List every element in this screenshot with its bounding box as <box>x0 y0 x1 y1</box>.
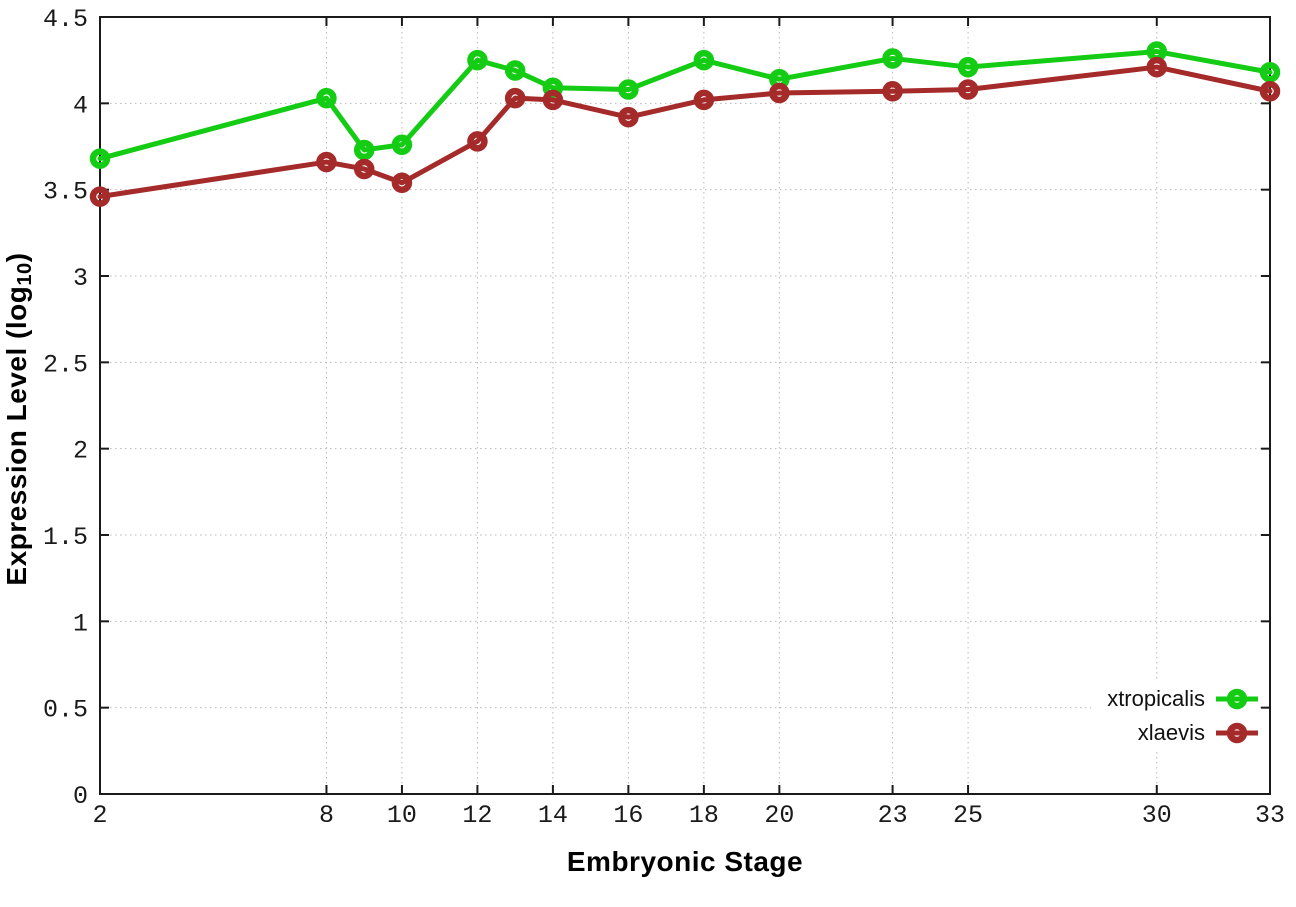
x-tick-label-30: 30 <box>1142 801 1172 830</box>
data-point-xtropicalis-16 <box>618 79 639 100</box>
data-point-xlaevis-12 <box>467 131 488 152</box>
x-tick-label-8: 8 <box>319 801 334 830</box>
x-tick-label-12: 12 <box>462 801 492 830</box>
legend-item-xtropicalis: xtropicalis <box>1107 683 1260 715</box>
data-point-xlaevis-13 <box>504 87 526 109</box>
data-point-xtropicalis-8 <box>316 87 337 109</box>
data-point-xtropicalis-25 <box>957 56 979 78</box>
y-axis-title: Expression Level (log10) <box>0 159 37 679</box>
y-tick-label-1.5: 1.5 <box>43 523 88 552</box>
data-point-xlaevis-8 <box>316 151 337 173</box>
data-point-xlaevis-30 <box>1146 56 1168 78</box>
data-point-xlaevis-9 <box>353 158 375 180</box>
data-point-xtropicalis-2 <box>89 148 111 169</box>
x-tick-label-10: 10 <box>387 801 417 830</box>
data-point-xlaevis-2 <box>89 186 111 207</box>
y-tick-label-0.5: 0.5 <box>43 696 88 725</box>
data-point-xtropicalis-13 <box>504 60 526 81</box>
data-point-xlaevis-23 <box>882 80 903 102</box>
x-tick-labels: 2 8 10 12 14 16 18 20 23 25 30 33 <box>92 801 1285 830</box>
data-point-xlaevis-20 <box>769 82 790 104</box>
data-point-xlaevis-10 <box>391 172 413 194</box>
x-axis-title: Embryonic Stage <box>566 846 804 877</box>
data-point-xlaevis-16 <box>618 106 639 128</box>
data-point-xtropicalis-9 <box>353 139 375 161</box>
data-point-xtropicalis-33 <box>1259 62 1281 83</box>
x-tick-label-33: 33 <box>1255 801 1285 830</box>
tick-marks <box>100 17 1270 794</box>
x-tick-label-25: 25 <box>953 801 983 830</box>
y-axis-title-subscript: 10 <box>14 262 37 286</box>
series-xlaevis <box>89 56 1281 207</box>
legend: xtropicalis xlaevis <box>1091 681 1260 751</box>
x-tick-label-20: 20 <box>764 801 794 830</box>
data-point-xtropicalis-10 <box>391 134 413 156</box>
data-point-xlaevis-33 <box>1259 80 1281 102</box>
legend-label-xlaevis: xlaevis <box>1137 720 1205 745</box>
x-tick-label-14: 14 <box>538 801 568 830</box>
series-xtropicalis <box>89 41 1281 169</box>
data-point-xlaevis-25 <box>957 79 979 100</box>
y-axis-title-text: Expression Level (log <box>1 285 32 586</box>
y-tick-label-2.5: 2.5 <box>43 350 88 379</box>
x-tick-label-2: 2 <box>92 801 107 830</box>
legend-label-xtropicalis: xtropicalis <box>1107 686 1205 711</box>
x-tick-label-23: 23 <box>878 801 908 830</box>
xtropicalis-marker-icon <box>1216 688 1258 710</box>
data-point-xtropicalis-18 <box>693 49 715 71</box>
legend-item-xlaevis: xlaevis <box>1107 717 1260 749</box>
x-tick-label-18: 18 <box>689 801 719 830</box>
data-point-xtropicalis-23 <box>882 48 903 69</box>
data-point-xtropicalis-12 <box>467 49 488 71</box>
xlaevis-marker-icon <box>1216 722 1258 744</box>
data-point-xlaevis-14 <box>542 89 564 111</box>
y-tick-label-1: 1 <box>73 609 88 638</box>
y-tick-labels: 0 0.5 1 1.5 2 2.5 3 3.5 4 4.5 <box>43 5 88 811</box>
data-point-xlaevis-18 <box>693 89 715 111</box>
y-tick-label-4.5: 4.5 <box>43 5 88 34</box>
y-tick-label-2: 2 <box>73 437 88 466</box>
y-tick-label-4: 4 <box>73 91 88 120</box>
y-tick-label-0: 0 <box>73 782 88 811</box>
y-axis-title-suffix: ) <box>1 252 32 263</box>
y-tick-label-3: 3 <box>73 264 88 293</box>
plot-border <box>99 16 1271 795</box>
grid <box>100 17 1270 794</box>
series-line-xlaevis <box>97 64 1273 200</box>
x-tick-label-16: 16 <box>613 801 643 830</box>
y-tick-label-3.5: 3.5 <box>43 178 88 207</box>
